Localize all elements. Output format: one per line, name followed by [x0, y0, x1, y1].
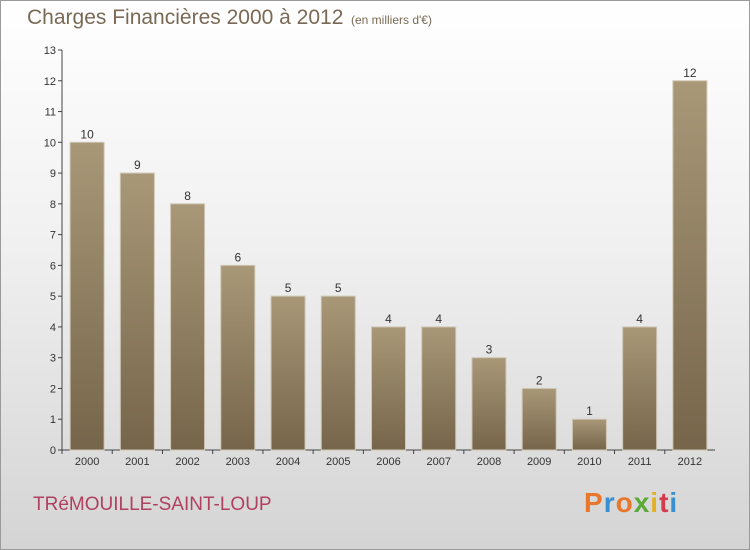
bar-2001 — [119, 172, 155, 451]
x-tick-label-2012: 2012 — [678, 456, 702, 468]
labels: 0123456789101112131020009200182002620035… — [44, 45, 702, 468]
value-label-2003: 6 — [234, 250, 241, 264]
x-tick-label-2000: 2000 — [75, 456, 99, 468]
bar-2010 — [571, 418, 607, 451]
y-tick-label: 12 — [44, 76, 56, 88]
y-tick-label: 10 — [44, 137, 56, 149]
x-tick-label-2006: 2006 — [376, 456, 400, 468]
bar-2007 — [421, 326, 457, 451]
bar-2004 — [270, 295, 306, 451]
x-tick-label-2008: 2008 — [477, 456, 501, 468]
logo-letter: o — [615, 487, 634, 518]
bar-2003 — [220, 264, 256, 451]
y-tick-label: 7 — [50, 230, 56, 242]
proxiti-logo: Proxiti — [584, 487, 678, 519]
y-tick-label: 13 — [44, 45, 56, 57]
value-label-2000: 10 — [80, 127, 94, 141]
y-tick-label: 0 — [50, 445, 56, 457]
bar-2008 — [471, 357, 507, 451]
y-tick-label: 5 — [50, 291, 56, 303]
y-tick-label: 9 — [50, 168, 56, 180]
value-label-2011: 4 — [636, 312, 643, 326]
logo-letter: i — [650, 487, 660, 518]
logo-letter: P — [584, 487, 604, 518]
logo-letter: r — [603, 487, 616, 518]
y-tick-label: 6 — [50, 260, 56, 272]
value-label-2002: 8 — [184, 189, 191, 203]
x-tick-label-2011: 2011 — [628, 456, 652, 468]
y-tick-label: 3 — [50, 353, 56, 365]
value-label-2001: 9 — [134, 158, 141, 172]
bar-2002 — [170, 203, 206, 451]
y-tick-label: 1 — [50, 414, 56, 426]
x-tick-label-2002: 2002 — [175, 456, 199, 468]
value-label-2012: 12 — [683, 66, 697, 80]
bar-2006 — [371, 326, 406, 451]
value-label-2007: 4 — [435, 312, 442, 326]
x-tick-label-2007: 2007 — [426, 456, 450, 468]
value-label-2005: 5 — [335, 281, 342, 295]
logo-letter: i — [669, 487, 679, 518]
value-label-2009: 2 — [536, 373, 543, 387]
value-label-2004: 5 — [285, 281, 292, 295]
bars — [69, 80, 708, 451]
y-tick-label: 11 — [45, 107, 56, 119]
value-label-2006: 4 — [385, 312, 392, 326]
x-tick-label-2003: 2003 — [226, 456, 250, 468]
value-label-2008: 3 — [486, 343, 493, 357]
y-tick-label: 4 — [50, 322, 56, 334]
bar-2011 — [622, 326, 658, 451]
y-tick-label: 8 — [50, 199, 56, 211]
x-tick-label-2009: 2009 — [527, 456, 551, 468]
y-tick-label: 2 — [50, 383, 56, 395]
bar-2012 — [672, 80, 708, 451]
bar-2005 — [320, 295, 356, 451]
x-tick-label-2004: 2004 — [276, 456, 300, 468]
x-tick-label-2005: 2005 — [326, 456, 350, 468]
logo-letter: x — [633, 487, 651, 518]
value-label-2010: 1 — [586, 404, 593, 418]
bar-2009 — [521, 387, 557, 451]
x-tick-label-2010: 2010 — [577, 456, 601, 468]
chart-title: Charges Financières 2000 à 2012 — [27, 6, 344, 29]
bar-2000 — [69, 141, 105, 451]
logo-letter: t — [659, 487, 670, 518]
x-tick-label-2001: 2001 — [125, 456, 149, 468]
chart-unit: (en milliers d'€) — [351, 13, 432, 27]
commune-name: TRéMOUILLE-SAINT-LOUP — [33, 494, 272, 515]
